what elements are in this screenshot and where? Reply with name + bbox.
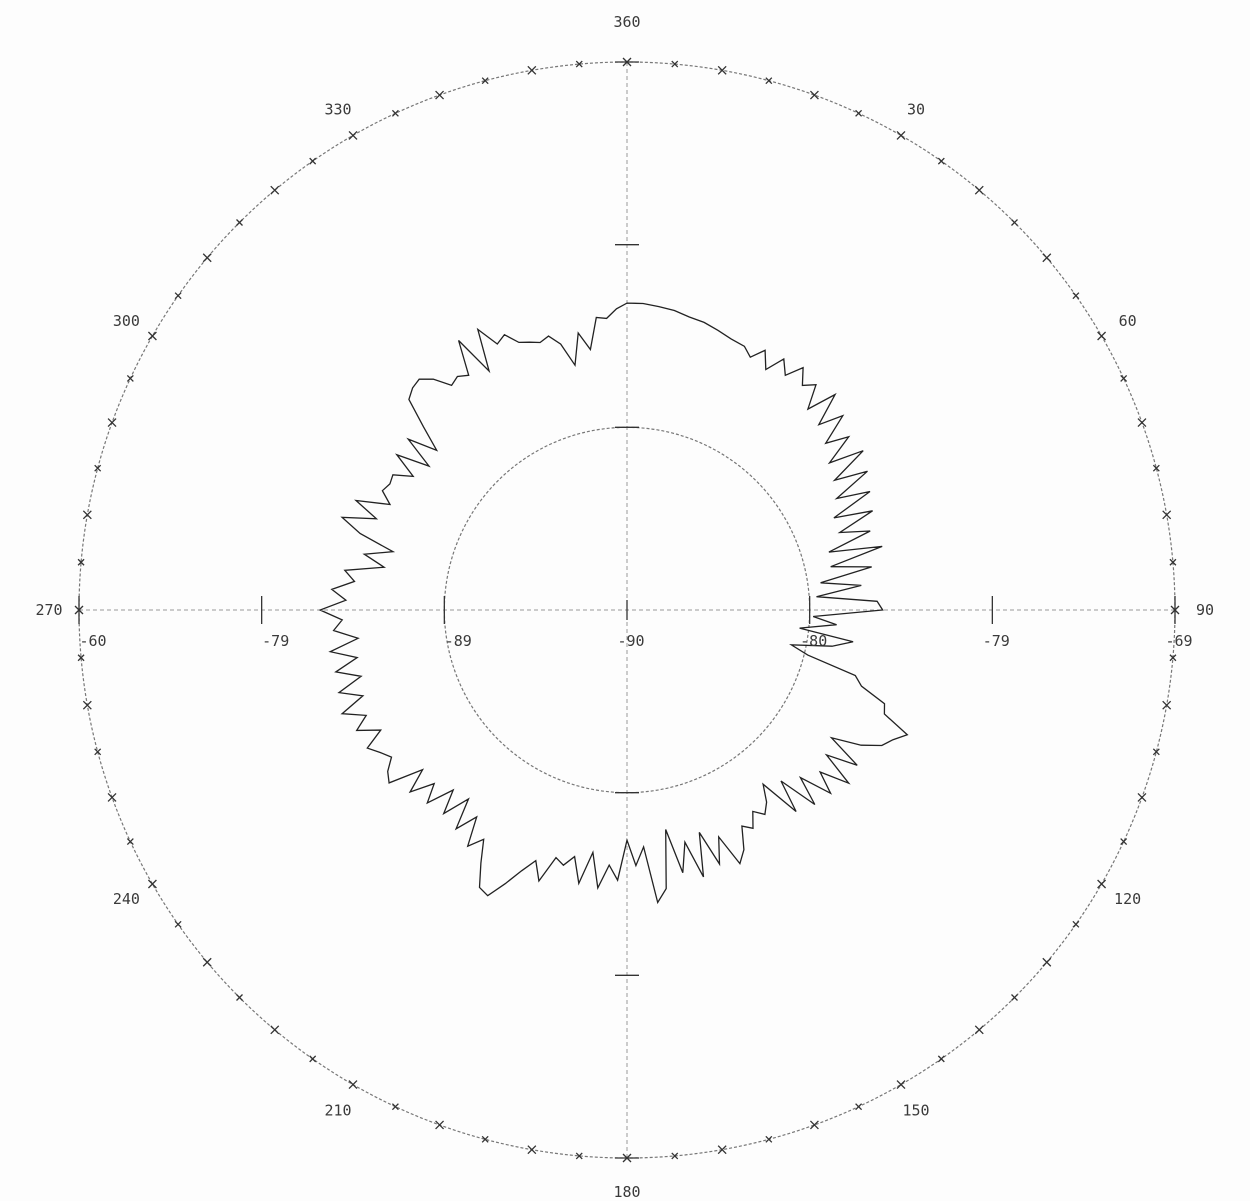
ring-tick	[1120, 374, 1128, 382]
ring-tick	[309, 157, 317, 165]
ring-tick	[855, 1103, 863, 1111]
ring-tick	[1042, 253, 1052, 263]
ring-tick	[1042, 957, 1052, 967]
radial-tick-label: -79	[983, 632, 1010, 650]
ring-tick	[1152, 464, 1160, 472]
ring-tick	[236, 219, 243, 226]
ring-tick	[1137, 418, 1147, 428]
ring-tick	[937, 157, 945, 165]
polar-grid	[74, 57, 1180, 1163]
ring-tick	[94, 464, 102, 472]
ring-tick	[348, 130, 358, 140]
ring-tick	[1072, 920, 1080, 928]
angle-label: 120	[1114, 890, 1141, 908]
ring-tick	[174, 920, 182, 928]
ring-tick	[174, 292, 182, 300]
radial-tick-label: -80	[800, 632, 827, 650]
angle-label: 330	[324, 100, 351, 118]
ring-tick	[1011, 219, 1018, 226]
ring-tick	[974, 1025, 984, 1035]
ring-tick	[937, 1055, 945, 1063]
angle-label: 30	[907, 100, 925, 118]
radial-tick-label: -90	[617, 632, 644, 650]
ring-tick	[575, 60, 583, 68]
ring-tick	[435, 90, 445, 100]
ring-tick	[435, 1120, 445, 1130]
ring-tick	[82, 510, 92, 520]
angle-label: 360	[613, 13, 640, 31]
ring-tick	[1120, 838, 1128, 846]
ring-tick	[575, 1152, 583, 1160]
radial-labels: -90 -80 -79 -69 -89 -79 -60	[79, 632, 1192, 650]
radial-tick-label: -89	[445, 632, 472, 650]
angle-label: 180	[613, 1183, 640, 1201]
ring-tick	[809, 1120, 819, 1130]
ring-tick	[809, 90, 819, 100]
ring-tick	[896, 1080, 906, 1090]
ring-tick	[1097, 879, 1107, 889]
ring-tick	[236, 994, 243, 1001]
ring-tick	[77, 654, 85, 662]
angle-label: 210	[324, 1102, 351, 1120]
ring-tick	[765, 1135, 773, 1143]
ring-tick	[1169, 558, 1177, 566]
ring-tick	[481, 1135, 489, 1143]
ring-tick	[348, 1080, 358, 1090]
ring-tick	[481, 77, 489, 85]
radial-tick-label: -79	[262, 632, 289, 650]
ring-tick	[974, 185, 984, 195]
angle-label: 60	[1119, 312, 1137, 330]
ring-tick	[1162, 700, 1172, 710]
angle-label: 270	[35, 601, 62, 619]
ring-tick	[1097, 331, 1107, 341]
angle-label: 300	[113, 312, 140, 330]
angle-label: 90	[1196, 601, 1214, 619]
ring-tick	[391, 109, 399, 117]
angle-labels: 360 30 60 90 120 150 180 210 240 270 300 330	[35, 13, 1214, 1201]
ring-tick	[391, 1103, 399, 1111]
ring-tick	[1137, 792, 1147, 802]
ring-tick	[1011, 994, 1018, 1001]
ring-tick	[94, 748, 102, 756]
ring-tick	[527, 1145, 537, 1155]
ring-tick	[107, 418, 117, 428]
ring-tick	[671, 1152, 679, 1160]
ring-tick	[270, 1025, 280, 1035]
ring-tick	[855, 109, 863, 117]
ring-tick	[126, 838, 134, 846]
ring-tick	[309, 1055, 317, 1063]
ring-tick	[77, 558, 85, 566]
angle-label: 150	[902, 1102, 929, 1120]
ring-tick	[202, 253, 212, 263]
ring-tick	[717, 65, 727, 75]
trace-layer	[318, 302, 909, 905]
ring-tick	[1162, 510, 1172, 520]
ring-tick	[1072, 292, 1080, 300]
ring-tick	[1169, 654, 1177, 662]
ring-tick	[671, 60, 679, 68]
ring-tick	[147, 331, 157, 341]
ring-tick	[1152, 748, 1160, 756]
ring-tick	[527, 65, 537, 75]
ring-tick	[82, 700, 92, 710]
ring-tick	[202, 957, 212, 967]
ring-tick	[126, 374, 134, 382]
measurement-trace	[318, 302, 909, 905]
ring-tick	[717, 1145, 727, 1155]
ring-tick	[107, 792, 117, 802]
radial-tick-label: -60	[79, 632, 106, 650]
ring-tick	[147, 879, 157, 889]
ring-tick	[896, 130, 906, 140]
angle-label: 240	[113, 890, 140, 908]
radial-tick-label: -69	[1165, 632, 1192, 650]
ring-tick	[270, 185, 280, 195]
ring-tick	[765, 77, 773, 85]
